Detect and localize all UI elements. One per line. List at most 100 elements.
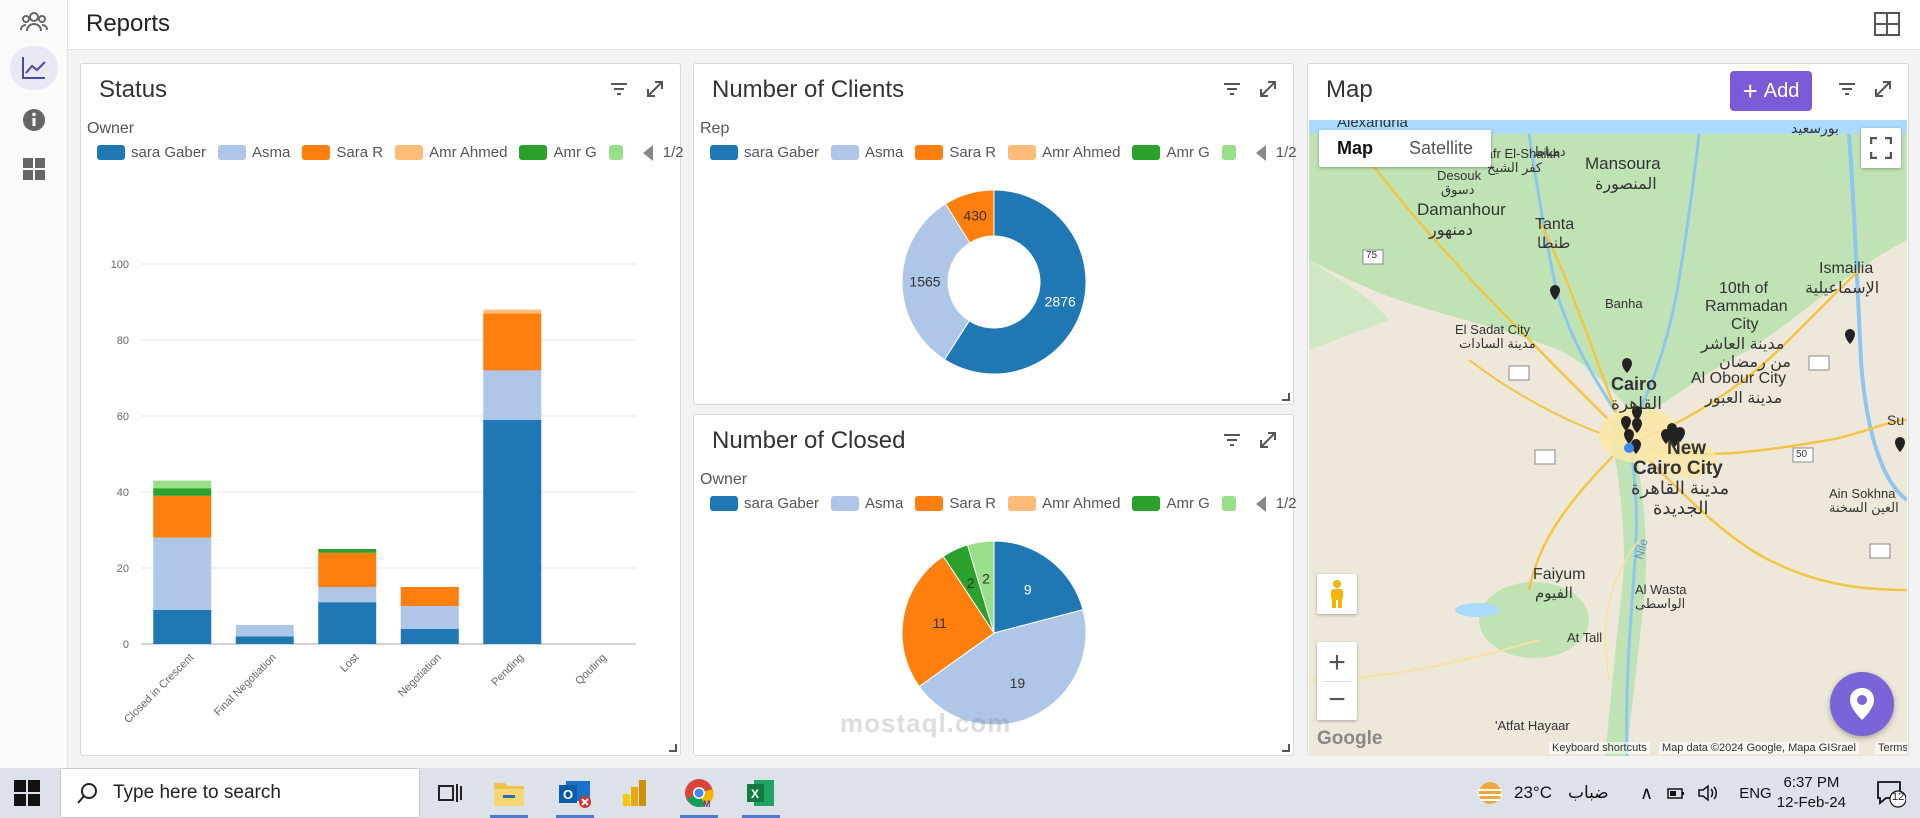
legend-item[interactable] — [1221, 496, 1242, 511]
expand-button[interactable] — [1257, 78, 1279, 100]
legend-page: 1/2 — [662, 144, 684, 161]
info-nav[interactable] — [10, 98, 58, 142]
bar-segment — [235, 625, 294, 637]
windows-start-icon[interactable] — [14, 780, 40, 806]
volume-icon[interactable] — [1697, 784, 1719, 802]
layout-icon[interactable] — [1874, 12, 1900, 36]
fullscreen-button[interactable] — [1861, 128, 1901, 168]
legend-item[interactable] — [608, 145, 629, 160]
place-label: Rammadan — [1705, 298, 1788, 315]
task-view-button[interactable] — [425, 772, 475, 814]
filter-button[interactable] — [1221, 78, 1243, 100]
place-label: المنصورة — [1595, 176, 1657, 193]
map-canvas[interactable]: Alexandria بورسعيد دمياط Kafr El-Shaikh … — [1309, 120, 1907, 756]
legend-item[interactable]: Asma — [831, 495, 903, 512]
expand-icon — [647, 81, 663, 97]
legend-swatch — [915, 496, 944, 511]
legend-prev-button[interactable] — [1255, 144, 1266, 161]
battery-icon[interactable] — [1665, 785, 1685, 801]
weather-widget[interactable]: 23°C ضباب — [1476, 768, 1609, 818]
legend-swatch — [302, 145, 331, 160]
map-attribution: Map data ©2024 Google, Mapa GISrael — [1659, 742, 1859, 754]
expand-button[interactable] — [1257, 429, 1279, 451]
bar-segment — [318, 552, 377, 587]
legend-item[interactable]: Amr G — [1132, 144, 1210, 161]
place-label: دمنهور — [1429, 222, 1473, 239]
legend-item[interactable]: Amr Ahmed — [395, 144, 507, 161]
chevron-up-icon[interactable]: ∧ — [1640, 782, 1654, 803]
expand-button[interactable] — [644, 78, 666, 100]
road-number: 50 — [1796, 449, 1808, 460]
legend-swatch — [1221, 496, 1236, 511]
place-label: مدينة العبور — [1705, 390, 1783, 407]
taskbar-search[interactable]: Type here to search — [60, 768, 420, 818]
legend: sara Gaber Asma Sara R Amr Ahmed Amr G 1… — [97, 144, 704, 161]
legend-label: Sara R — [949, 144, 997, 161]
panel-title: Map — [1326, 76, 1373, 103]
legend: sara Gaber Asma Sara R Amr Ahmed Amr G 1… — [710, 144, 1317, 161]
filter-button[interactable] — [608, 78, 630, 100]
map-type-satellite[interactable]: Satellite — [1409, 138, 1474, 158]
resize-handle[interactable] — [1282, 393, 1290, 401]
add-button[interactable]: + Add — [1730, 71, 1812, 111]
language-indicator[interactable]: ENG — [1739, 784, 1772, 802]
legend-item[interactable]: Amr G — [519, 144, 597, 161]
notification-center[interactable]: 12 — [1876, 780, 1907, 808]
place-label: 10th of — [1719, 280, 1768, 297]
legend-swatch — [97, 145, 125, 160]
clock[interactable]: 6:37 PM 12-Feb-24 — [1777, 773, 1846, 813]
legend-item[interactable]: sara Gaber — [97, 144, 206, 161]
filter-button[interactable] — [1836, 78, 1858, 100]
legend-swatch — [710, 496, 738, 511]
chrome-app[interactable]: M — [674, 772, 724, 818]
bar-segment — [483, 313, 542, 371]
legend-item[interactable]: Sara R — [302, 144, 383, 161]
pie-slice — [918, 609, 1087, 726]
legend-item[interactable]: Amr Ahmed — [1008, 144, 1120, 161]
y-tick-label: 0 — [123, 639, 129, 651]
map-type-map[interactable]: Map — [1337, 138, 1373, 158]
legend-item[interactable]: Amr Ahmed — [1008, 495, 1120, 512]
legend-label: Asma — [865, 495, 904, 512]
resize-handle[interactable] — [669, 744, 677, 752]
power-bi-app[interactable] — [610, 772, 660, 814]
legend-swatch — [1132, 496, 1161, 511]
keyboard-shortcuts-link[interactable]: Keyboard shortcuts — [1549, 742, 1650, 754]
legend-item[interactable]: sara Gaber — [710, 144, 819, 161]
bar-segment — [153, 480, 212, 489]
resize-handle[interactable] — [1282, 744, 1290, 752]
dashboard-nav[interactable] — [10, 147, 58, 191]
terms-link[interactable]: Terms — [1875, 742, 1907, 754]
place-label: Desouk — [1437, 168, 1482, 183]
legend-item[interactable]: Sara R — [915, 144, 996, 161]
zoom-in-button[interactable]: + — [1328, 645, 1346, 679]
x-tick-label: Qouting — [573, 652, 609, 688]
legend-prev-button[interactable] — [1255, 495, 1266, 512]
place-label: Banha — [1605, 296, 1643, 311]
outlook-app[interactable]: O — [550, 772, 600, 818]
fullscreen-icon — [1870, 137, 1892, 159]
legend-item[interactable]: Asma — [218, 144, 290, 161]
file-explorer-app[interactable] — [484, 772, 534, 818]
location-pin-icon — [1850, 688, 1874, 720]
filter-button[interactable] — [1221, 429, 1243, 451]
expand-button[interactable] — [1872, 78, 1894, 100]
legend-item[interactable]: Sara R — [915, 495, 996, 512]
place-label: طنطا — [1537, 235, 1571, 252]
excel-app[interactable]: X — [736, 772, 786, 818]
place-label: Tanta — [1535, 216, 1575, 233]
plus-icon: + — [1742, 76, 1758, 106]
zoom-out-button[interactable]: − — [1328, 682, 1346, 716]
legend-item[interactable]: Amr G — [1132, 495, 1210, 512]
street-view-button[interactable] — [1317, 574, 1357, 614]
legend-item[interactable] — [1221, 145, 1242, 160]
reports-nav[interactable] — [10, 46, 58, 90]
legend-label: Amr Ahmed — [1042, 495, 1121, 512]
legend-item[interactable]: Asma — [831, 144, 903, 161]
place-label: El Sadat City — [1455, 322, 1531, 337]
legend-swatch — [218, 145, 247, 160]
location-fab[interactable] — [1830, 672, 1894, 736]
legend-item[interactable]: sara Gaber — [710, 495, 819, 512]
contacts-nav[interactable] — [10, 0, 58, 44]
legend-prev-button[interactable] — [642, 144, 653, 161]
